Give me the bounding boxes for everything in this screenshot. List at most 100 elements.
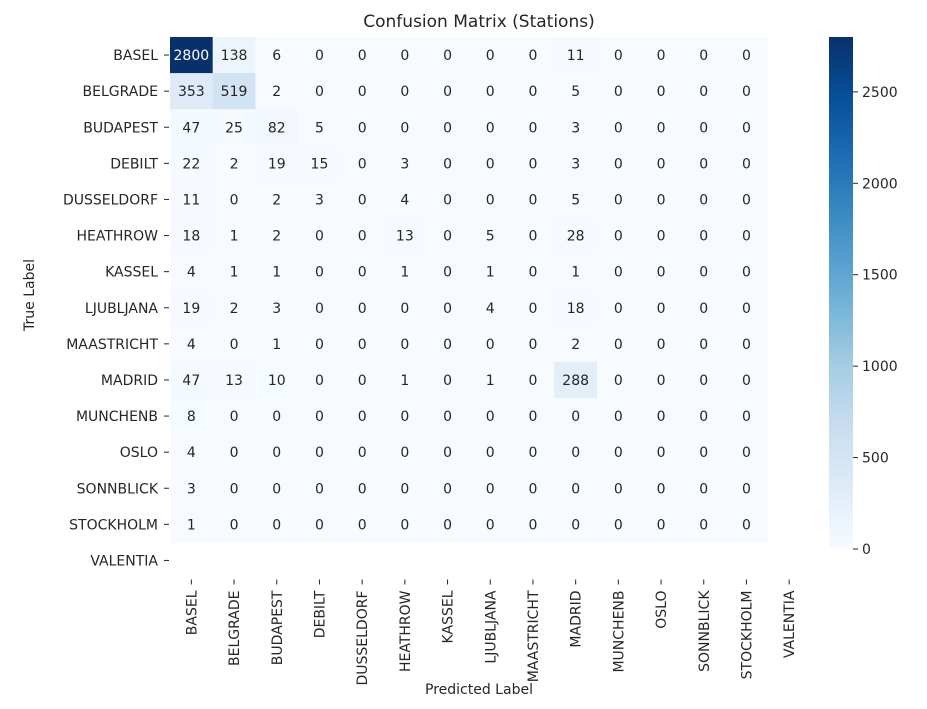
- cell-value-label: 10: [268, 373, 286, 389]
- cell-value-label: 0: [358, 84, 367, 100]
- cell-value-label: 1: [230, 265, 239, 281]
- x-tick-label: OSLO: [654, 591, 670, 629]
- heatmap-cell: [255, 289, 299, 327]
- heatmap-cell: [255, 73, 299, 110]
- cell-value-label: 2: [272, 229, 281, 245]
- heatmap-cell: [511, 217, 555, 255]
- colorbar-tick-label: 2500: [862, 85, 898, 101]
- heatmap-cell: [682, 181, 726, 219]
- cell-value-label: 13: [396, 229, 414, 245]
- heatmap-cell: [255, 398, 299, 435]
- cell-value-label: 0: [443, 192, 452, 208]
- heatmap-cell: [511, 398, 555, 435]
- heatmap-cell: [511, 325, 555, 363]
- cell-value-label: 0: [528, 265, 537, 281]
- cell-value-label: 0: [699, 84, 708, 100]
- cell-value-label: 0: [315, 229, 324, 245]
- heatmap-cell: [340, 289, 385, 327]
- heatmap-cell: [597, 145, 641, 182]
- cell-value-label: 0: [400, 120, 409, 136]
- heatmap-cell: [554, 217, 598, 255]
- heatmap-cell: [597, 289, 641, 327]
- cell-value-label: 5: [486, 229, 495, 245]
- heatmap-cell: [639, 37, 683, 74]
- y-tick-label: DEBILT: [110, 156, 158, 172]
- cell-value-label: 0: [443, 517, 452, 533]
- cell-value-label: 11: [182, 192, 200, 208]
- heatmap-cell: [597, 506, 641, 543]
- heatmap-cell: [383, 361, 427, 399]
- cell-value-label: 0: [443, 229, 452, 245]
- cell-value-label: 0: [358, 192, 367, 208]
- cell-value-label: 0: [443, 481, 452, 497]
- cell-value-label: 0: [315, 265, 324, 281]
- cell-value-label: 0: [657, 373, 666, 389]
- cell-value-label: 0: [699, 445, 708, 461]
- heatmap-cell: [212, 506, 256, 543]
- cell-value-label: 0: [614, 409, 623, 425]
- heatmap-cell: [340, 506, 385, 543]
- x-tick-label: BUDAPEST: [270, 590, 286, 665]
- heatmap-cell: [170, 470, 214, 507]
- cell-value-label: 1: [230, 229, 239, 245]
- cell-value-label: 0: [230, 445, 239, 461]
- cell-value-label: 0: [742, 229, 751, 245]
- cell-value-label: 1: [272, 337, 281, 353]
- heatmap-cell: [170, 253, 214, 291]
- heatmap-cell: [340, 253, 385, 291]
- cell-value-label: 0: [528, 481, 537, 497]
- cell-value-label: 0: [443, 301, 452, 317]
- cell-value-label: 0: [230, 337, 239, 353]
- heatmap-cell: [298, 181, 342, 219]
- y-tick-label: STOCKHOLM: [69, 517, 158, 533]
- heatmap-cell: [682, 37, 726, 74]
- heatmap-cell: [212, 145, 256, 182]
- heatmap-cell: [298, 289, 342, 327]
- cell-value-label: 0: [400, 481, 409, 497]
- heatmap-cell: [554, 181, 598, 219]
- cell-value-label: 0: [742, 481, 751, 497]
- heatmap-cell: [170, 506, 214, 543]
- heatmap-cell: [511, 253, 555, 291]
- cell-value-label: 0: [699, 120, 708, 136]
- cell-value-label: 0: [315, 481, 324, 497]
- heatmap-cell: [340, 398, 385, 435]
- heatmap-cell: [212, 109, 256, 146]
- cell-value-label: 0: [443, 445, 452, 461]
- cell-value-label: 0: [528, 48, 537, 64]
- cell-value-label: 0: [528, 337, 537, 353]
- cell-value-label: 0: [614, 445, 623, 461]
- heatmap-cell: [212, 325, 256, 363]
- heatmap-cell: [170, 73, 214, 110]
- cell-value-label: 0: [400, 517, 409, 533]
- cell-value-label: 0: [272, 517, 281, 533]
- cell-value-label: 0: [358, 373, 367, 389]
- heatmap-cell: [426, 289, 470, 327]
- heatmap-cell: [340, 434, 385, 471]
- heatmap-cell: [554, 434, 598, 471]
- x-tick-label: VALENTIA: [782, 590, 798, 658]
- heatmap-cell: [682, 361, 726, 399]
- colorbar-ticks: 0 500 1000 1500 2000 2500: [853, 85, 898, 558]
- cell-value-label: 0: [528, 84, 537, 100]
- heatmap-cell: [468, 470, 513, 507]
- cell-value-label: 0: [742, 337, 751, 353]
- cell-value-label: 0: [614, 481, 623, 497]
- heatmap-cell: [468, 434, 513, 471]
- y-tick-label: MADRID: [101, 373, 158, 389]
- cell-value-label: 0: [443, 265, 452, 281]
- cell-value-label: 0: [358, 301, 367, 317]
- cell-value-label: 0: [486, 48, 495, 64]
- cell-value-label: 3: [315, 192, 324, 208]
- cell-value-label: 3: [272, 301, 281, 317]
- cell-value-label: 0: [272, 481, 281, 497]
- cell-value-label: 353: [178, 84, 205, 100]
- cell-value-label: 0: [742, 445, 751, 461]
- heatmap-cell: [212, 73, 256, 110]
- y-tick-label: BASEL: [113, 48, 158, 64]
- heatmap-cell: [554, 506, 598, 543]
- cell-value-label: 19: [268, 156, 286, 172]
- cell-value-label: 0: [358, 409, 367, 425]
- cell-value-label: 0: [486, 84, 495, 100]
- heatmap-cell: [255, 217, 299, 255]
